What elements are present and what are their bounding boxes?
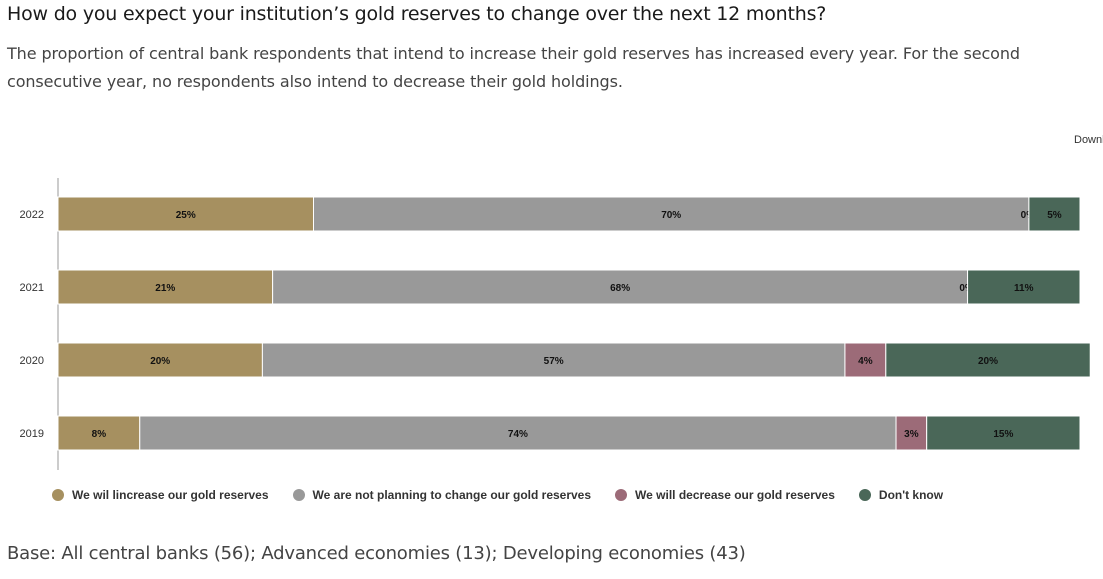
data-label-2022-series-2: 0%: [1021, 210, 1036, 221]
bar-2021-series-1[interactable]: [272, 269, 969, 305]
bar-2020-series-2[interactable]: [844, 342, 887, 378]
data-label-2020-series-0: 20%: [150, 356, 170, 367]
data-label-2021-series-2: 0%: [959, 283, 974, 294]
data-label-2019-series-3: 15%: [993, 429, 1013, 440]
data-label-2021-series-1: 68%: [610, 283, 630, 294]
data-label-2019-series-1: 74%: [508, 429, 528, 440]
stacked-bar-chart: 2022 25% 70% 0% 5% 2021 21% 68% 0% 11% 2020 20% 57% 4…: [20, 178, 1091, 470]
data-label-2022-series-0: 25%: [176, 210, 196, 221]
base-footnote: Base: All central banks (56); Advanced e…: [7, 543, 746, 564]
bar-2022-series-3[interactable]: [1028, 196, 1081, 232]
legend-swatch-icon: [292, 489, 305, 501]
bar-2019-series-0[interactable]: [57, 415, 141, 451]
data-label-2019-series-0: 8%: [92, 429, 107, 440]
y-tick-label-2022: 2022: [20, 209, 44, 221]
download-menu-button[interactable]: Download: [1064, 130, 1103, 150]
legend-item-2[interactable]: We will decrease our gold reserves: [615, 488, 835, 502]
data-label-2020-series-3: 20%: [978, 356, 998, 367]
legend-label: We wil lincrease our gold reserves: [72, 488, 269, 502]
bar-2019-series-3[interactable]: [926, 415, 1081, 451]
bar-2019-series-1[interactable]: [139, 415, 897, 451]
bar-2020-series-1[interactable]: [261, 342, 846, 378]
chart-title: How do you expect your institution’s gol…: [7, 3, 827, 25]
data-label-2020-series-1: 57%: [544, 356, 564, 367]
data-label-2020-series-2: 4%: [858, 356, 873, 367]
bar-2020-series-3[interactable]: [885, 342, 1091, 378]
legend-item-3[interactable]: Don't know: [858, 488, 944, 502]
y-tick-label-2021: 2021: [20, 282, 44, 294]
chart-subtitle: The proportion of central bank responden…: [7, 44, 1020, 91]
legend-item-0[interactable]: We wil lincrease our gold reserves: [52, 488, 269, 502]
legend-label: Don't know: [878, 488, 944, 502]
bar-2022-series-1[interactable]: [313, 196, 1030, 232]
legend-swatch-icon: [615, 489, 628, 501]
bar-2021-series-3[interactable]: [967, 269, 1081, 305]
legend-label: We are not planning to change our gold r…: [312, 488, 592, 502]
bar-2021-series-0[interactable]: [57, 269, 274, 305]
data-label-2019-series-2: 3%: [904, 429, 919, 440]
legend-item-1[interactable]: We are not planning to change our gold r…: [292, 488, 592, 502]
data-label-2022-series-3: 5%: [1047, 210, 1062, 221]
y-tick-label-2020: 2020: [20, 355, 44, 367]
chart-legend: We wil lincrease our gold reserves We are…: [52, 488, 943, 502]
legend-swatch-icon: [858, 489, 871, 501]
legend-label: We will decrease our gold reserves: [635, 488, 835, 502]
legend-swatch-icon: [52, 489, 64, 501]
data-label-2021-series-0: 21%: [155, 283, 175, 294]
download-menu-label: Download: [1074, 134, 1103, 146]
bar-2020-series-0[interactable]: [57, 342, 263, 378]
data-label-2021-series-3: 11%: [1014, 283, 1034, 294]
y-tick-label-2019: 2019: [20, 428, 44, 440]
bar-2019-series-2[interactable]: [895, 415, 928, 451]
data-label-2022-series-1: 70%: [661, 210, 681, 221]
